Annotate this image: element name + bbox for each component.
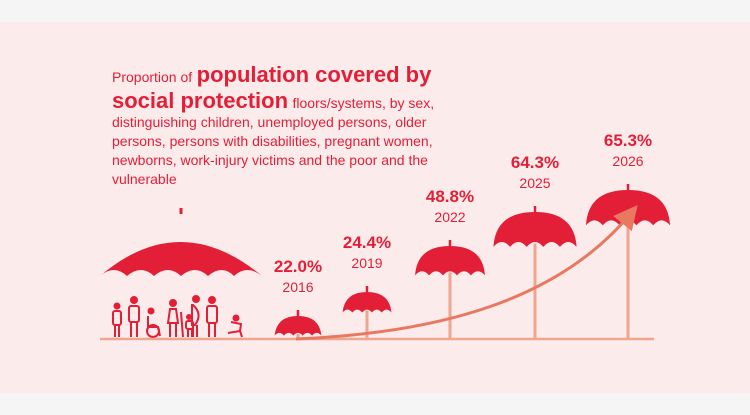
umbrella-marker-2025 (493, 206, 577, 339)
year-label: 2025 (519, 175, 550, 191)
value-label: 65.3% (604, 131, 652, 150)
value-label: 48.8% (426, 187, 474, 206)
title-bold-line2: social protection (112, 87, 289, 113)
umbrella-canopy (274, 316, 322, 336)
year-label: 2019 (351, 255, 382, 271)
umbrella-canopy (415, 246, 485, 276)
umbrella-marker-2019 (342, 286, 392, 339)
year-label: 2022 (434, 209, 465, 225)
title-prefix: Proportion of (112, 69, 193, 85)
top-band (0, 0, 750, 22)
umbrella-with-people-icon (100, 208, 262, 338)
trend-arrow (295, 205, 638, 341)
value-label: 24.4% (343, 233, 391, 252)
value-label: 64.3% (511, 153, 559, 172)
umbrella-marker-2016 (274, 310, 322, 339)
title-bold-line1: population covered by (196, 62, 432, 87)
umbrella-canopy (342, 292, 392, 313)
umbrella-marker-2026 (586, 184, 670, 339)
chart-title: Proportion of population covered by soci… (112, 62, 472, 189)
umbrella-marker-2022 (415, 240, 485, 339)
value-label: 22.0% (274, 257, 322, 276)
title-description: floors/systems, by sex, distinguishing c… (112, 94, 435, 187)
umbrella-canopy (493, 212, 577, 247)
bottom-band (0, 393, 750, 415)
year-label: 2016 (282, 279, 313, 295)
year-label: 2026 (612, 153, 643, 169)
umbrella-canopy (586, 190, 670, 226)
